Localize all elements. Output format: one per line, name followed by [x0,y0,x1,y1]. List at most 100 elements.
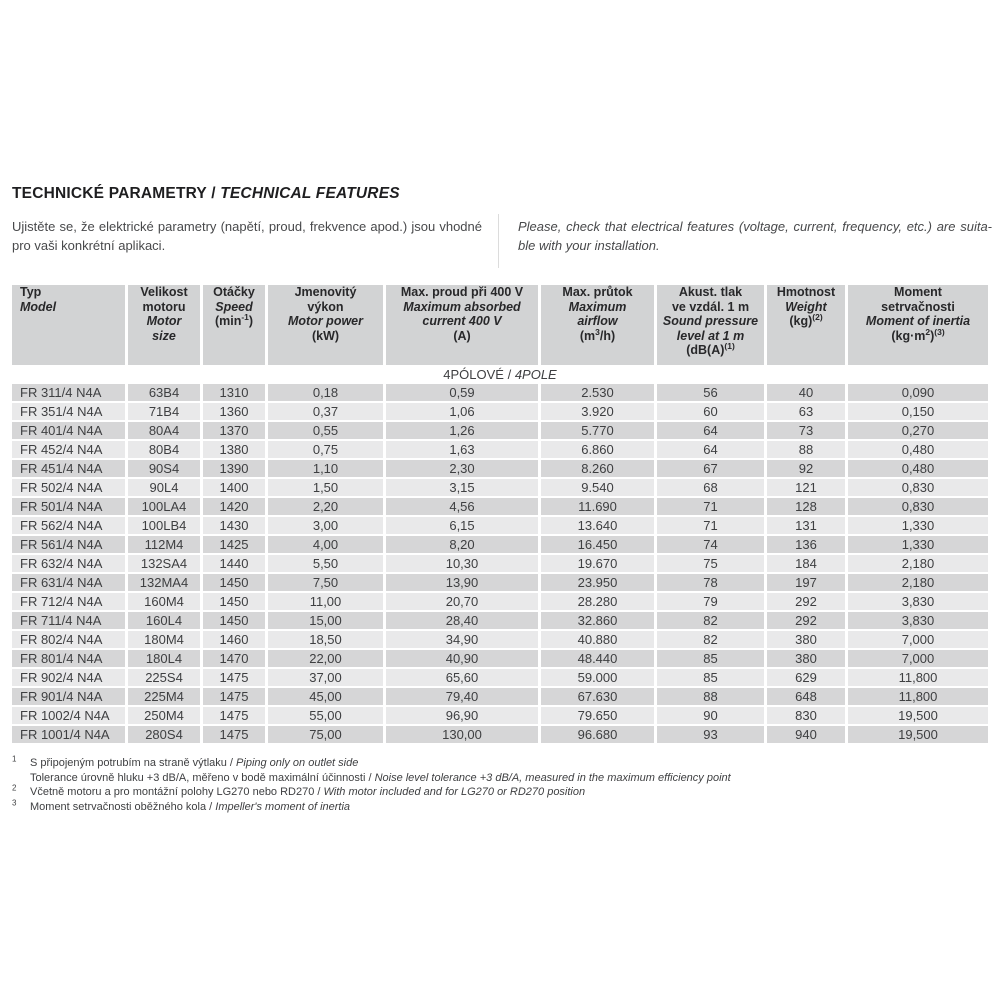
model-cell: FR 1002/4 N4A [12,707,125,724]
column-header: Typ Model [12,285,125,365]
value-cell: 90L4 [128,479,200,496]
value-cell: 80A4 [128,422,200,439]
value-cell: 0,150 [848,403,988,420]
value-cell: 79.650 [541,707,654,724]
table-row: FR 1001/4 N4A 280S4 1475 75,00 130,00 96.680 9… [12,726,988,743]
table-row: FR 351/4 N4A 71B4 1360 0,37 1,06 3.920 60 63 0,1… [12,403,988,420]
value-cell: 0,18 [268,384,383,401]
value-cell: 2,30 [386,460,538,477]
value-cell: 3,00 [268,517,383,534]
value-cell: 40,90 [386,650,538,667]
value-cell: 4,00 [268,536,383,553]
model-cell: FR 561/4 N4A [12,536,125,553]
value-cell: 80B4 [128,441,200,458]
footnote-text: Tolerance úrovně hluku +3 dB/A, měřeno v… [30,771,731,784]
model-cell: FR 311/4 N4A [12,384,125,401]
table-row: FR 311/4 N4A 63B4 1310 0,18 0,59 2.530 56 40 0,0… [12,384,988,401]
value-cell: 3,15 [386,479,538,496]
table-row: FR 501/4 N4A 100LA4 1420 2,20 4,56 11.690 71 12… [12,498,988,515]
value-cell: 3,830 [848,612,988,629]
value-cell: 160L4 [128,612,200,629]
value-cell: 100LA4 [128,498,200,515]
value-cell: 75,00 [268,726,383,743]
value-cell: 93 [657,726,764,743]
value-cell: 100LB4 [128,517,200,534]
section-row-4pole: 4PÓLOVÉ / 4POLE [12,367,988,382]
value-cell: 45,00 [268,688,383,705]
value-cell: 830 [767,707,845,724]
table-row: FR 801/4 N4A 180L4 1470 22,00 40,90 48.440 85 3… [12,650,988,667]
value-cell: 20,70 [386,593,538,610]
value-cell: 0,830 [848,498,988,515]
value-cell: 11,00 [268,593,383,610]
footnotes: 1 S připojeným potrubím na straně výtlaku… [12,755,731,814]
value-cell: 1430 [203,517,265,534]
value-cell: 197 [767,574,845,591]
value-cell: 136 [767,536,845,553]
value-cell: 1,63 [386,441,538,458]
intro-english-text: Please, check that electrical features (… [518,218,992,255]
value-cell: 132MA4 [128,574,200,591]
value-cell: 1,26 [386,422,538,439]
value-cell: 380 [767,631,845,648]
value-cell: 1460 [203,631,265,648]
value-cell: 1400 [203,479,265,496]
value-cell: 940 [767,726,845,743]
model-cell: FR 631/4 N4A [12,574,125,591]
technical-features-table: Typ Model Velikost motoru Motor size Otáčky Spe… [9,283,991,745]
value-cell: 56 [657,384,764,401]
value-cell: 60 [657,403,764,420]
value-cell: 0,270 [848,422,988,439]
table-row: FR 802/4 N4A 180M4 1460 18,50 34,90 40.880 82 3… [12,631,988,648]
table-row: FR 452/4 N4A 80B4 1380 0,75 1,63 6.860 64 88 0,4… [12,441,988,458]
value-cell: 48.440 [541,650,654,667]
page-title-english: TECHNICAL FEATURES [220,185,400,202]
footnote-marker: 3 [12,797,17,807]
value-cell: 96.680 [541,726,654,743]
value-cell: 90S4 [128,460,200,477]
table-row: FR 632/4 N4A 132SA4 1440 5,50 10,30 19.670 75 1… [12,555,988,572]
model-cell: FR 711/4 N4A [12,612,125,629]
value-cell: 0,59 [386,384,538,401]
value-cell: 55,00 [268,707,383,724]
model-cell: FR 802/4 N4A [12,631,125,648]
value-cell: 112M4 [128,536,200,553]
value-cell: 1,06 [386,403,538,420]
value-cell: 130,00 [386,726,538,743]
table-row: FR 902/4 N4A 225S4 1475 37,00 65,60 59.000 85 6… [12,669,988,686]
table-row: FR 1002/4 N4A 250M4 1475 55,00 96,90 79.650 90… [12,707,988,724]
value-cell: 1450 [203,612,265,629]
intro-line: Ujistěte se, že elektrické parametry (na… [12,219,482,234]
value-cell: 6.860 [541,441,654,458]
value-cell: 67.630 [541,688,654,705]
value-cell: 82 [657,612,764,629]
value-cell: 8.260 [541,460,654,477]
intro-line: Please, check that electrical features (… [518,219,992,234]
value-cell: 2.530 [541,384,654,401]
value-cell: 23.950 [541,574,654,591]
value-cell: 7,000 [848,650,988,667]
value-cell: 96,90 [386,707,538,724]
page-title-czech: TECHNICKÉ PARAMETRY / [12,185,221,202]
table-row: FR 562/4 N4A 100LB4 1430 3,00 6,15 13.640 71 13… [12,517,988,534]
column-header: Otáčky Speed (min-1) [203,285,265,365]
value-cell: 6,15 [386,517,538,534]
value-cell: 7,000 [848,631,988,648]
value-cell: 4,56 [386,498,538,515]
value-cell: 13.640 [541,517,654,534]
table-row: FR 502/4 N4A 90L4 1400 1,50 3,15 9.540 68 121 0,… [12,479,988,496]
value-cell: 250M4 [128,707,200,724]
header-row: Typ Model Velikost motoru Motor size Otáčky Spe… [12,285,988,365]
value-cell: 1450 [203,574,265,591]
value-cell: 90 [657,707,764,724]
value-cell: 28.280 [541,593,654,610]
section-label-czech: 4PÓLOVÉ / [443,367,515,382]
model-cell: FR 901/4 N4A [12,688,125,705]
value-cell: 19,500 [848,726,988,743]
value-cell: 65,60 [386,669,538,686]
value-cell: 68 [657,479,764,496]
table-row: FR 631/4 N4A 132MA4 1450 7,50 13,90 23.950 78 1… [12,574,988,591]
value-cell: 5,50 [268,555,383,572]
model-cell: FR 502/4 N4A [12,479,125,496]
value-cell: 75 [657,555,764,572]
